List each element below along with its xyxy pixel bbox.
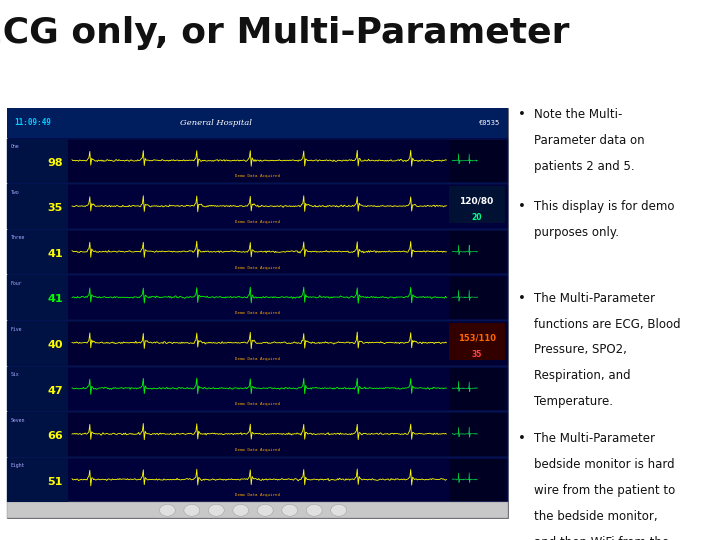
Bar <box>7 275 68 320</box>
Circle shape <box>330 504 346 516</box>
Circle shape <box>159 504 175 516</box>
Text: Demo Data Acquired: Demo Data Acquired <box>235 266 280 269</box>
Bar <box>449 459 505 501</box>
Text: General Hospital: General Hospital <box>180 119 252 127</box>
Text: This display is for demo: This display is for demo <box>534 200 675 213</box>
Text: Six: Six <box>11 372 19 377</box>
Text: Demo Data Acquired: Demo Data Acquired <box>235 494 280 497</box>
Bar <box>7 321 68 366</box>
Text: Three: Three <box>11 235 25 240</box>
Text: and then WiFi from the: and then WiFi from the <box>534 536 670 540</box>
Text: Note the Multi-: Note the Multi- <box>534 108 623 121</box>
Text: Pressure, SPO2,: Pressure, SPO2, <box>534 343 627 356</box>
Text: bedside monitor is hard: bedside monitor is hard <box>534 458 675 471</box>
Bar <box>7 108 508 138</box>
Text: Demo Data Acquired: Demo Data Acquired <box>235 402 280 406</box>
Bar <box>7 139 68 183</box>
Text: 41: 41 <box>47 294 63 305</box>
Circle shape <box>233 504 248 516</box>
Text: 120/80: 120/80 <box>459 197 494 206</box>
Text: Parameter data on: Parameter data on <box>534 134 645 147</box>
Bar <box>7 184 508 229</box>
Bar <box>7 458 68 502</box>
Bar <box>7 458 508 502</box>
Text: the bedside monitor,: the bedside monitor, <box>534 510 658 523</box>
Bar <box>7 502 508 518</box>
Bar <box>7 184 68 229</box>
Text: Respiration, and: Respiration, and <box>534 369 631 382</box>
Text: 11:09:49: 11:09:49 <box>14 118 51 127</box>
Text: Five: Five <box>11 327 22 332</box>
Text: Seven: Seven <box>11 417 25 423</box>
Bar <box>7 275 508 320</box>
Circle shape <box>184 504 199 516</box>
Bar <box>449 231 505 273</box>
Text: 66: 66 <box>47 431 63 441</box>
Text: Four: Four <box>11 281 22 286</box>
Text: Demo Data Acquired: Demo Data Acquired <box>235 220 280 224</box>
Bar <box>7 230 508 274</box>
Text: 47: 47 <box>47 386 63 396</box>
Text: wire from the patient to: wire from the patient to <box>534 484 675 497</box>
Circle shape <box>257 504 273 516</box>
Bar <box>7 139 508 183</box>
Text: •: • <box>518 200 526 213</box>
Text: 98: 98 <box>47 158 63 168</box>
Text: Demo Data Acquired: Demo Data Acquired <box>235 357 280 361</box>
Text: •: • <box>518 108 526 121</box>
Text: •: • <box>518 432 526 445</box>
Bar <box>7 230 68 274</box>
Bar <box>7 367 508 411</box>
Text: 35: 35 <box>48 204 63 213</box>
Text: €0535: €0535 <box>479 120 500 126</box>
Text: The Multi-Parameter: The Multi-Parameter <box>534 432 655 445</box>
Text: patients 2 and 5.: patients 2 and 5. <box>534 160 635 173</box>
Bar <box>449 276 505 319</box>
Text: 35: 35 <box>472 349 482 359</box>
Text: 51: 51 <box>48 477 63 487</box>
Circle shape <box>208 504 224 516</box>
Text: Demo Data Acquired: Demo Data Acquired <box>235 311 280 315</box>
Text: Temperature.: Temperature. <box>534 395 613 408</box>
Bar <box>7 412 508 457</box>
Text: purposes only.: purposes only. <box>534 226 619 239</box>
Text: functions are ECG, Blood: functions are ECG, Blood <box>534 318 681 330</box>
Text: Two: Two <box>11 190 19 195</box>
Text: •: • <box>518 292 526 305</box>
Bar <box>449 322 505 360</box>
Text: Eight: Eight <box>11 463 25 468</box>
Circle shape <box>306 504 322 516</box>
Bar <box>7 321 508 366</box>
Text: One: One <box>11 144 19 150</box>
Text: The Multi-Parameter: The Multi-Parameter <box>534 292 655 305</box>
Bar <box>449 186 505 224</box>
Bar <box>7 412 68 457</box>
Text: 20: 20 <box>472 213 482 222</box>
Bar <box>449 413 505 456</box>
Bar <box>449 368 505 410</box>
Text: 153/110: 153/110 <box>458 334 495 343</box>
Text: ECG only, or Multi-Parameter: ECG only, or Multi-Parameter <box>0 16 570 50</box>
Bar <box>449 140 505 182</box>
Bar <box>7 108 508 518</box>
Text: 40: 40 <box>47 340 63 350</box>
Text: 41: 41 <box>47 249 63 259</box>
Bar <box>7 367 68 411</box>
Circle shape <box>282 504 297 516</box>
Text: Demo Data Acquired: Demo Data Acquired <box>235 174 280 178</box>
Text: Demo Data Acquired: Demo Data Acquired <box>235 448 280 452</box>
